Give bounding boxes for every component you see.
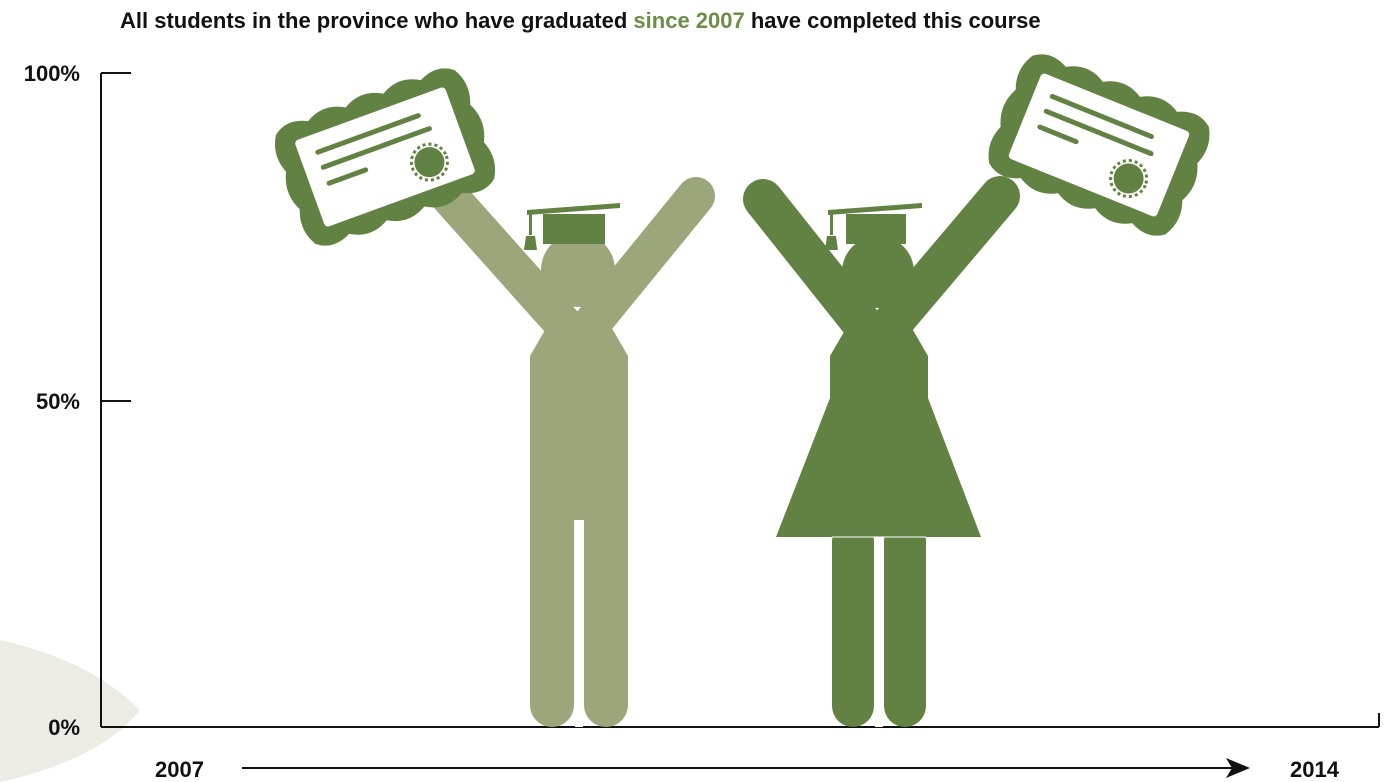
- title-text-1: All students in the province who have gr…: [120, 8, 634, 33]
- y-tick-label-100: 100%: [24, 61, 80, 86]
- y-tick-label-50: 50%: [36, 389, 80, 414]
- x-start-label: 2007: [155, 757, 204, 782]
- background-leaf: [0, 640, 140, 782]
- y-tick-label-0: 0%: [48, 715, 80, 740]
- title-highlight: since 2007: [633, 8, 745, 33]
- certificate-icon: [977, 43, 1221, 247]
- x-end-label: 2014: [1290, 757, 1340, 782]
- graduation-cap-icon: [825, 203, 922, 250]
- male-graduate-icon: [429, 176, 715, 727]
- time-arrow-head: [1226, 758, 1250, 778]
- chart-title: All students in the province who have gr…: [120, 8, 1041, 34]
- graduation-cap-icon: [524, 203, 620, 250]
- title-text-2: have completed this course: [744, 8, 1041, 33]
- female-graduate-icon: [743, 176, 1020, 727]
